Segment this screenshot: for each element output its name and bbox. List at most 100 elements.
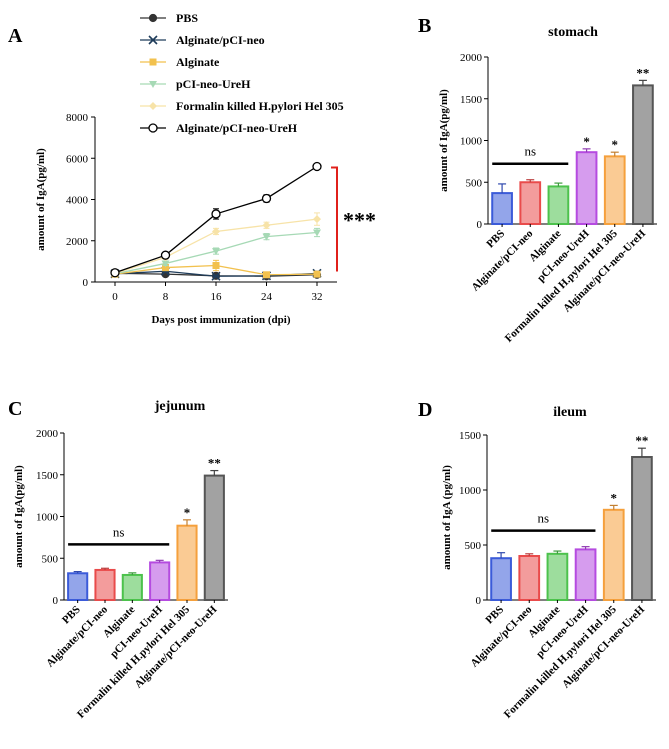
significance-marker: * xyxy=(583,134,590,149)
bar xyxy=(574,548,597,602)
bar xyxy=(203,474,225,601)
significance-label: *** xyxy=(343,208,376,233)
data-point xyxy=(160,250,171,260)
chart-title: ileum xyxy=(553,405,587,420)
bar xyxy=(490,557,512,602)
category-label: PBS xyxy=(60,604,83,627)
legend-item: Alginate xyxy=(140,55,220,69)
panel-a-letter: A xyxy=(8,25,23,47)
bar xyxy=(547,185,570,226)
y-tick-label: 500 xyxy=(465,540,482,552)
data-point xyxy=(312,161,322,172)
panel-b-letter: B xyxy=(418,15,431,37)
legend-marker xyxy=(148,35,158,45)
data-point xyxy=(313,229,321,237)
data-point xyxy=(261,193,272,204)
bar xyxy=(176,524,198,601)
bar xyxy=(546,552,569,601)
significance-bracket xyxy=(331,166,338,272)
data-point xyxy=(211,209,221,219)
data-point xyxy=(263,271,270,279)
bar xyxy=(603,155,626,226)
legend-item: pCI-neo-UreH xyxy=(140,77,251,91)
legend-marker xyxy=(149,81,157,88)
y-tick-label: 500 xyxy=(466,177,483,189)
significance-marker: * xyxy=(612,137,619,152)
significance-marker: ** xyxy=(635,433,648,448)
legend-marker xyxy=(148,123,158,133)
ns-label: ns xyxy=(538,511,550,526)
bar xyxy=(631,456,653,601)
y-tick-label: 0 xyxy=(53,595,59,607)
y-tick-label: 0 xyxy=(476,595,482,607)
y-tick-label: 1500 xyxy=(36,470,59,482)
legend-item: Alginate/pCI-neo xyxy=(140,33,265,47)
ns-label: ns xyxy=(113,524,125,539)
series-3 xyxy=(111,227,321,278)
bar xyxy=(491,192,513,225)
x-tick-label: 0 xyxy=(112,291,118,303)
category-label: PBS xyxy=(484,228,507,251)
legend-item: PBS xyxy=(140,11,198,25)
chart-title: stomach xyxy=(548,25,598,40)
y-axis-title: amount of IgA (pg/ml) xyxy=(441,465,453,570)
legend-label: pCI-neo-UreH xyxy=(176,77,251,91)
legend-marker xyxy=(149,58,157,66)
ns-label: ns xyxy=(524,144,536,159)
legend-marker xyxy=(149,102,157,110)
significance-marker: * xyxy=(184,505,191,520)
data-point xyxy=(262,233,271,241)
legend-item: Formalin killed H.pylori Hel 305 xyxy=(140,99,344,113)
bar xyxy=(519,181,542,225)
series-5 xyxy=(110,161,322,278)
legend-label: Alginate/pCI-neo xyxy=(176,33,265,47)
y-tick-label: 1000 xyxy=(36,512,59,524)
legend-label: PBS xyxy=(176,11,198,25)
y-tick-label: 1500 xyxy=(459,430,482,442)
data-point xyxy=(212,227,220,236)
x-tick-label: 24 xyxy=(261,291,273,303)
bar xyxy=(149,561,171,601)
y-tick-label: 0 xyxy=(83,277,89,289)
y-tick-label: 4000 xyxy=(66,195,89,207)
x-tick-label: 32 xyxy=(312,291,323,303)
significance-marker: * xyxy=(611,490,618,505)
bar xyxy=(575,151,598,225)
category-label: PBS xyxy=(483,604,506,627)
y-tick-label: 1000 xyxy=(459,485,482,497)
legend-label: Formalin killed H.pylori Hel 305 xyxy=(176,99,344,113)
y-tick-label: 8000 xyxy=(66,112,89,124)
y-axis-title: amount of IgA(pg/ml) xyxy=(13,465,25,568)
series-line xyxy=(114,165,318,274)
data-point xyxy=(313,215,321,224)
y-tick-label: 500 xyxy=(42,553,59,565)
data-point xyxy=(212,262,220,269)
bar xyxy=(602,508,625,601)
bar xyxy=(67,572,89,602)
legend-item: Alginate/pCI-neo-UreH xyxy=(140,121,298,135)
y-tick-label: 0 xyxy=(477,219,483,231)
data-point xyxy=(212,248,220,256)
bar xyxy=(121,573,143,602)
y-tick-label: 1000 xyxy=(460,136,483,148)
chart-title: jejunum xyxy=(154,399,206,414)
panel-a: A 0 2000 4000 6000 8000 0 8 16 24 32 Days post immu… xyxy=(8,11,376,326)
panel-d-letter: D xyxy=(418,399,432,421)
y-axis-title: amount of IgA(pg/ml) xyxy=(438,89,450,192)
data-point xyxy=(211,271,221,281)
data-point xyxy=(161,260,170,268)
data-point xyxy=(313,270,321,278)
y-axis-title: amount of IgA(pg/ml) xyxy=(35,148,47,251)
y-tick-label: 2000 xyxy=(460,52,483,64)
data-point xyxy=(262,221,271,230)
y-tick-label: 1500 xyxy=(460,94,483,106)
significance-marker: ** xyxy=(208,456,221,471)
y-tick-label: 6000 xyxy=(66,153,89,165)
y-tick-label: 2000 xyxy=(66,236,89,248)
significance-marker: ** xyxy=(636,65,649,80)
y-tick-label: 2000 xyxy=(36,428,59,440)
